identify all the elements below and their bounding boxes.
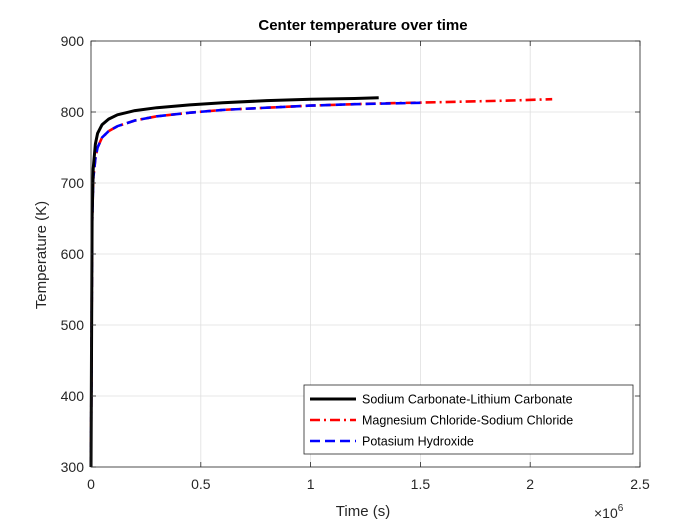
x-tick-label: 1 [307, 476, 315, 492]
x-tick-label: 2.5 [630, 476, 650, 492]
x-tick-label: 1.5 [411, 476, 431, 492]
y-axis-label: Temperature (K) [33, 201, 50, 309]
x-tick-label: 2 [526, 476, 534, 492]
chart-title: Center temperature over time [258, 17, 467, 34]
y-tick-label: 700 [61, 175, 85, 191]
y-tick-label: 800 [61, 104, 85, 120]
x-tick-label: 0.5 [191, 476, 211, 492]
legend-box [303, 384, 634, 455]
series-line-1 [89, 96, 379, 468]
x-exponent-label: ×106 [594, 503, 624, 521]
legend-entry: Potasium Hydroxide [362, 435, 474, 449]
y-tick-label: 600 [61, 246, 85, 262]
x-axis-label: Time (s) [336, 503, 390, 520]
legend-entry: Sodium Carbonate-Lithium Carbonate [362, 393, 573, 407]
axis-ticks: 0 0.5 1 1.5 2 2.5 300 400 500 600 700 800 900 [61, 33, 650, 492]
y-tick-label: 500 [61, 317, 85, 333]
legend-entry: Magnesium Chloride-Sodium Chloride [362, 414, 573, 428]
x-exponent-base: ×10 [594, 505, 618, 521]
x-tick-label: 0 [87, 476, 95, 492]
x-exponent-power: 6 [618, 503, 624, 514]
y-tick-label: 300 [61, 459, 85, 475]
y-tick-label: 400 [61, 388, 85, 404]
y-tick-label: 900 [61, 33, 85, 49]
legend: Sodium Carbonate-Lithium Carbonate Magnes… [303, 384, 634, 455]
series-layer [89, 96, 553, 468]
